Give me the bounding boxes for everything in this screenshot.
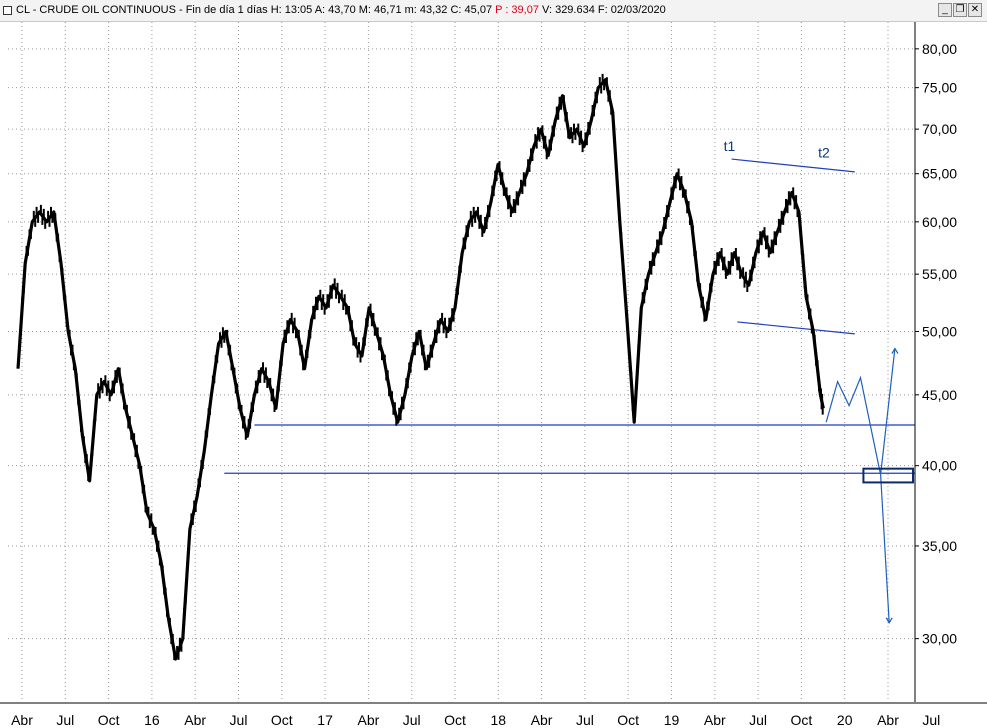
x-tick-label: Jul [56, 712, 74, 728]
close-icon: ✕ [970, 4, 980, 15]
target-box [862, 467, 915, 484]
x-tick-label: Jul [230, 712, 248, 728]
x-tick-label: Oct [444, 712, 466, 728]
y-tick-label: 45,00 [922, 387, 957, 403]
x-tick-label: Oct [98, 712, 120, 728]
x-tick-label: Abr [184, 712, 206, 728]
x-tick-label: Abr [11, 712, 33, 728]
x-tick-label: Jul [403, 712, 421, 728]
x-tick-label: 20 [837, 712, 853, 728]
x-tick-label: Oct [271, 712, 293, 728]
trend-line [731, 158, 855, 173]
projection-drop [880, 474, 890, 623]
x-tick-label: Abr [877, 712, 899, 728]
minimize-button[interactable]: _ [938, 3, 952, 17]
projection-path [825, 348, 896, 475]
restore-icon: ❐ [955, 4, 965, 15]
y-tick-label: 30,00 [922, 631, 957, 647]
x-tick-label: Jul [749, 712, 767, 728]
projection-arrowhead-up [891, 347, 899, 354]
y-tick-label: 40,00 [922, 458, 957, 474]
y-tick-label: 70,00 [922, 121, 957, 137]
annotations: t1 t2 [724, 138, 830, 160]
x-tick-label: Abr [704, 712, 726, 728]
price-chart: t1 t2 30,00 35,00 40,00 45,00 50,00 55,00 60,00… [0, 22, 987, 728]
projection [825, 347, 915, 624]
x-tick-label: Oct [617, 712, 639, 728]
title-tail: V: 329.634 F: 02/03/2020 [542, 4, 666, 16]
y-tick-label: 65,00 [922, 166, 957, 182]
window-title-bar: CL - CRUDE OIL CONTINUOUS - Fin de día 1… [0, 0, 987, 22]
x-tick-label: 19 [664, 712, 680, 728]
y-tick-label: 35,00 [922, 538, 957, 554]
x-tick-label: 18 [491, 712, 507, 728]
projection-arrowhead-down [885, 617, 893, 624]
trend-lines [224, 158, 915, 474]
price-bars [18, 73, 824, 660]
minimize-icon: _ [942, 4, 948, 15]
x-tick-label: Oct [791, 712, 813, 728]
x-axis: Abr Jul Oct 16 Abr Jul Oct 17 Abr Jul Oct 18 Abr Jul O… [0, 702, 987, 728]
close-button[interactable]: ✕ [968, 3, 982, 17]
title-main: CL - CRUDE OIL CONTINUOUS - Fin de día 1… [16, 4, 493, 16]
y-tick-label: 50,00 [922, 323, 957, 339]
x-tick-label: 16 [144, 712, 160, 728]
restore-button[interactable]: ❐ [953, 3, 967, 17]
x-tick-label: Jul [922, 712, 940, 728]
price-line [16, 78, 825, 661]
trend-line [737, 321, 855, 335]
y-tick-label: 60,00 [922, 214, 957, 230]
x-tick-label: Abr [531, 712, 553, 728]
chart-title: CL - CRUDE OIL CONTINUOUS - Fin de día 1… [16, 4, 666, 16]
y-tick-label: 80,00 [922, 41, 957, 57]
annotation-label: t1 [724, 138, 736, 154]
x-tick-label: Jul [576, 712, 594, 728]
chart-window-icon[interactable] [3, 6, 12, 15]
y-tick-label: 75,00 [922, 80, 957, 96]
x-tick-label: 17 [317, 712, 333, 728]
title-p-value: P : 39,07 [495, 4, 539, 16]
price-series [16, 73, 825, 661]
annotation-label: t2 [818, 144, 830, 160]
x-tick-label: Abr [358, 712, 380, 728]
grid [8, 22, 915, 702]
y-tick-label: 55,00 [922, 266, 957, 282]
y-axis: 30,00 35,00 40,00 45,00 50,00 55,00 60,00 65,00… [914, 22, 957, 702]
